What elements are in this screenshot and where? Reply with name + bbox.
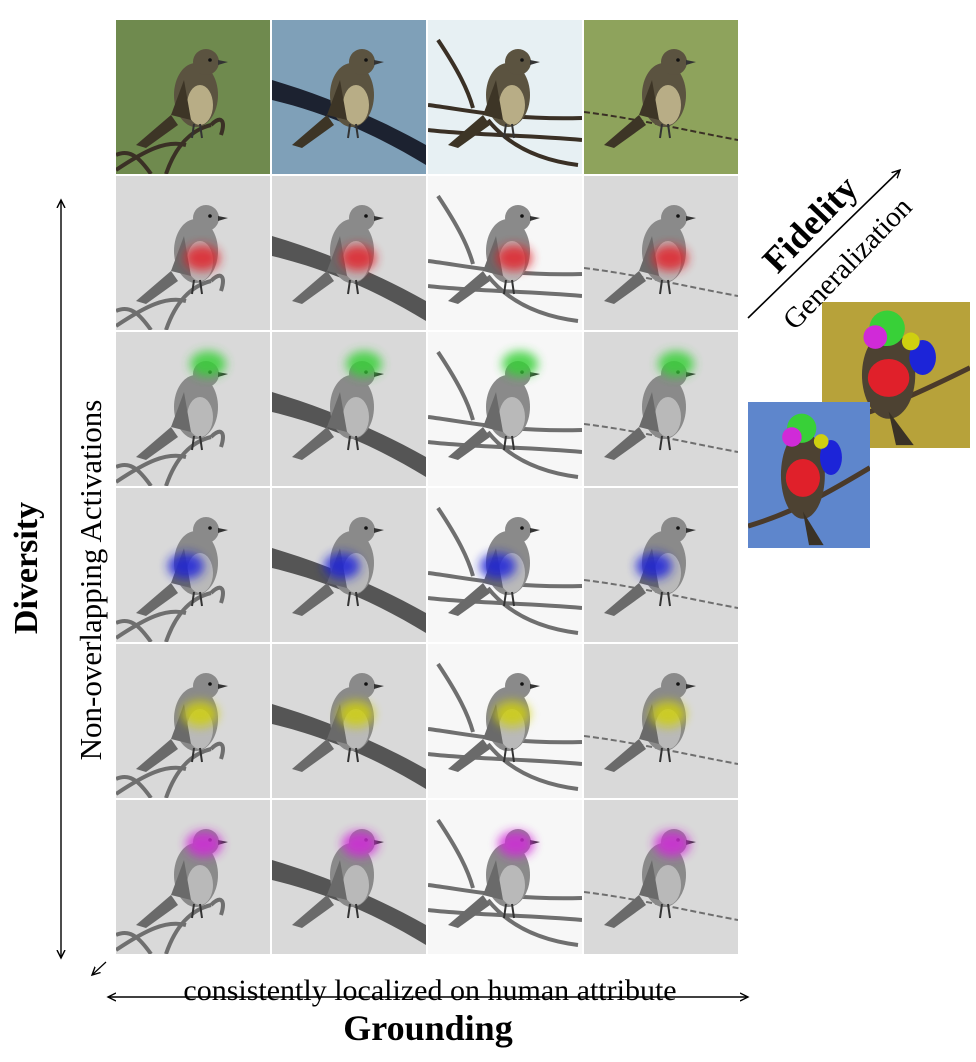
activation-map-cheek bbox=[584, 800, 738, 954]
activation-map-cheek bbox=[116, 800, 270, 954]
diversity-label: Diversity bbox=[8, 501, 45, 635]
bird-photo bbox=[116, 20, 270, 174]
activation-map-wing bbox=[116, 488, 270, 642]
bird-photo bbox=[584, 20, 738, 174]
activation-map-belly bbox=[272, 176, 426, 330]
bird-photo bbox=[428, 20, 582, 174]
activation-map-breast bbox=[116, 644, 270, 798]
activation-map-crown bbox=[272, 332, 426, 486]
consistently-label: consistently localized on human attribut… bbox=[183, 974, 677, 1007]
activation-map-belly bbox=[428, 176, 582, 330]
activation-map-breast bbox=[584, 644, 738, 798]
activation-map-breast bbox=[428, 644, 582, 798]
activation-map-crown bbox=[116, 332, 270, 486]
grounding-label: Grounding bbox=[343, 1008, 513, 1048]
activation-grid bbox=[116, 20, 740, 954]
activation-map-crown bbox=[428, 332, 582, 486]
activation-map-belly bbox=[584, 176, 738, 330]
non-overlapping-label: Non-overlapping Activations bbox=[73, 399, 108, 761]
activation-map-wing bbox=[272, 488, 426, 642]
activation-map-wing bbox=[428, 488, 582, 642]
side-bird-blue-sky bbox=[748, 402, 870, 548]
activation-map-cheek bbox=[428, 800, 582, 954]
corner-arrow bbox=[92, 961, 107, 975]
activation-map-crown bbox=[584, 332, 738, 486]
activation-map-wing bbox=[584, 488, 738, 642]
side-bird-yellow-green bbox=[822, 302, 970, 448]
bird-photo bbox=[272, 20, 426, 174]
activation-map-breast bbox=[272, 644, 426, 798]
activation-map-belly bbox=[116, 176, 270, 330]
activation-map-cheek bbox=[272, 800, 426, 954]
